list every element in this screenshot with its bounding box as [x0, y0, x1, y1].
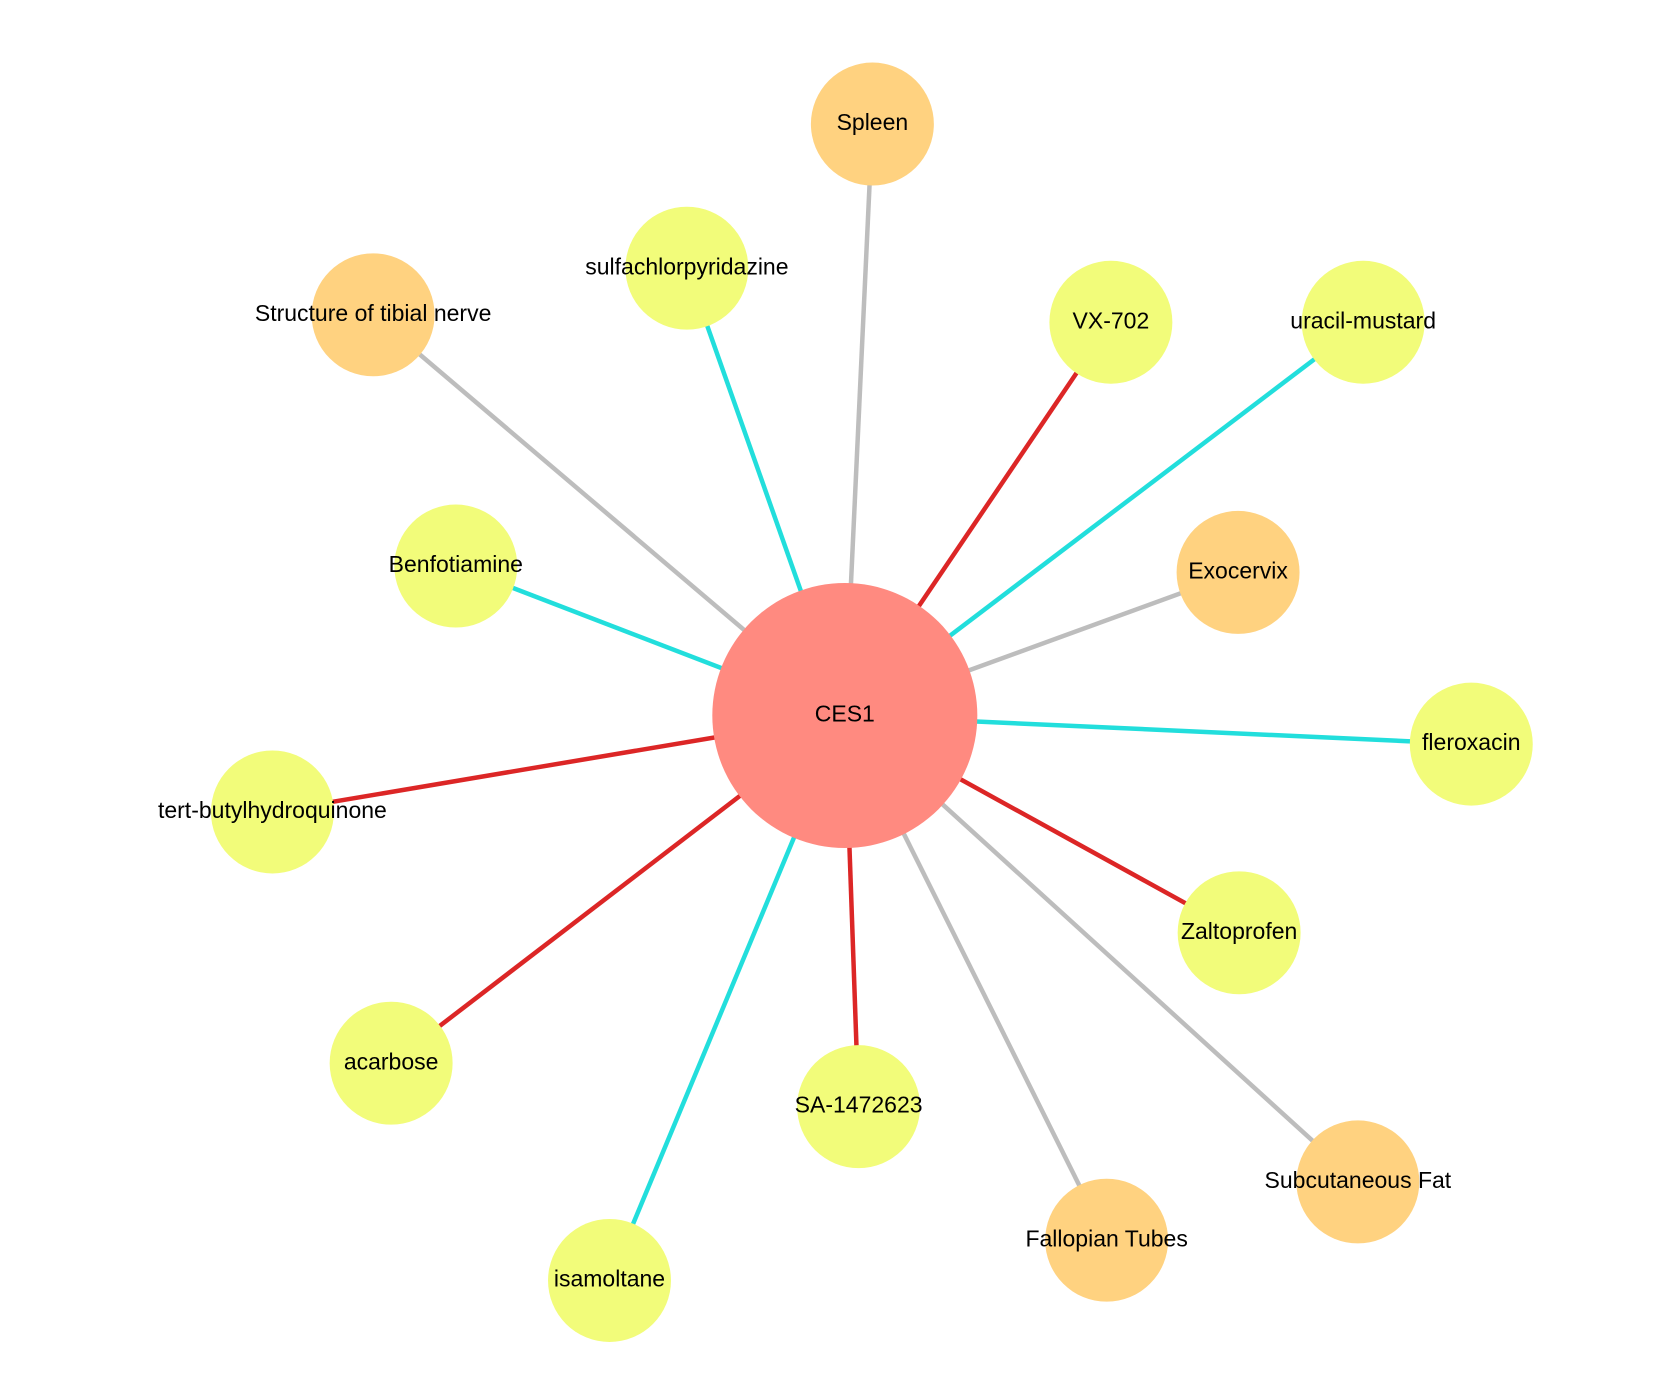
node-label: CES1: [815, 701, 875, 727]
node-label: Subcutaneous Fat: [1265, 1167, 1452, 1193]
node: [810, 62, 934, 186]
node: [548, 1219, 671, 1342]
node-label: VX-702: [1073, 307, 1150, 333]
node: [1301, 260, 1425, 384]
nodes: CES1 Spleen sulfachlorpyridazine Structure …: [158, 62, 1533, 1342]
node-label: fleroxacin: [1422, 729, 1520, 755]
node-label: acarbose: [344, 1048, 439, 1074]
node-label: Benfotiamine: [389, 551, 523, 577]
node-label: Structure of tibial nerve: [255, 300, 492, 326]
node: [311, 253, 435, 377]
node-label: SA-1472623: [795, 1092, 923, 1118]
node-label: isamoltane: [554, 1266, 665, 1292]
node-label: Exocervix: [1188, 557, 1288, 583]
node: [1176, 510, 1300, 634]
node-label: uracil-mustard: [1290, 307, 1436, 333]
node: [394, 504, 518, 628]
node-label: Spleen: [837, 109, 909, 135]
node: [1049, 260, 1173, 384]
node-label: Zaltoprofen: [1181, 918, 1297, 944]
node: [797, 1045, 921, 1169]
node: [329, 1001, 453, 1125]
node: [210, 750, 334, 874]
node: [1296, 1120, 1420, 1244]
node-label: tert-butylhydroquinone: [158, 797, 387, 823]
node-label: sulfachlorpyridazine: [585, 253, 788, 279]
node: [625, 206, 749, 330]
node: [1045, 1178, 1169, 1302]
center-node: [712, 583, 978, 848]
node: [1177, 871, 1301, 995]
node-label: Fallopian Tubes: [1025, 1225, 1187, 1251]
node: [1409, 682, 1533, 806]
